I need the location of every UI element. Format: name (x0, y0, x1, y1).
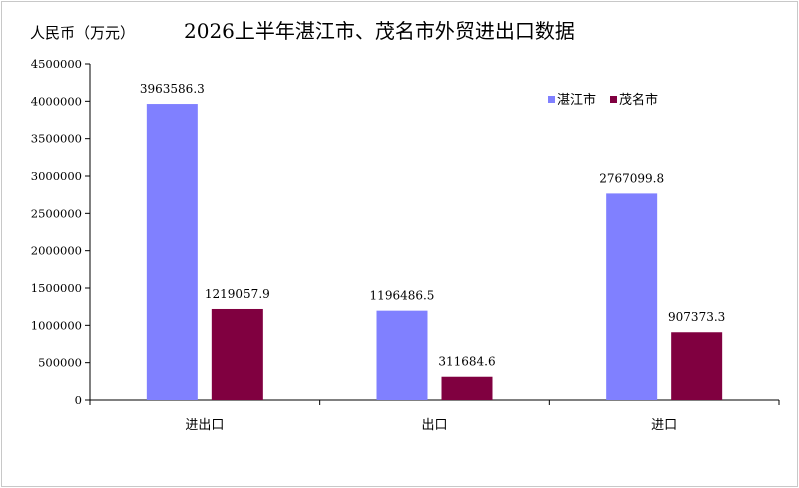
data-label: 1196486.5 (370, 289, 435, 303)
legend-label: 茂名市 (619, 92, 658, 108)
x-category-label: 进出口 (185, 418, 224, 433)
data-label: 2767099.8 (599, 171, 664, 185)
axes: 0 500000 1000000 1500000 2000000 2500000 30000… (31, 57, 780, 433)
bar (211, 308, 263, 400)
x-category-label: 出口 (421, 418, 447, 433)
bar (146, 104, 198, 401)
y-tick-label: 2000000 (31, 244, 82, 258)
bars: 3963586.3 1219057.9 1196486.5 311684.6 27670… (140, 82, 725, 401)
legend-swatch (548, 96, 555, 103)
data-label: 311684.6 (438, 355, 495, 369)
legend: 湛江市 茂名市 (548, 92, 658, 108)
legend-swatch (610, 96, 617, 103)
y-tick-label: 1000000 (31, 318, 82, 332)
bar (671, 332, 723, 400)
unit-label: 人民币（万元） (30, 24, 135, 42)
legend-label: 湛江市 (557, 92, 596, 108)
bar (441, 376, 493, 400)
y-tick-label: 4000000 (31, 94, 82, 108)
y-tick-label: 3000000 (31, 169, 82, 183)
y-tick-label: 3500000 (31, 132, 82, 146)
y-tick-label: 4500000 (31, 57, 82, 71)
bar (376, 310, 428, 400)
data-label: 1219057.9 (205, 287, 270, 301)
x-category-label: 进口 (651, 418, 677, 433)
data-label: 3963586.3 (140, 82, 205, 96)
data-label: 907373.3 (668, 310, 725, 324)
chart-title: 2026上半年湛江市、茂名市外贸进出口数据 (184, 19, 575, 43)
y-tick-label: 2500000 (31, 206, 82, 220)
y-tick-label: 500000 (38, 356, 82, 370)
y-tick-label: 0 (75, 393, 82, 407)
y-tick-label: 1500000 (31, 281, 82, 295)
bar (606, 193, 658, 400)
